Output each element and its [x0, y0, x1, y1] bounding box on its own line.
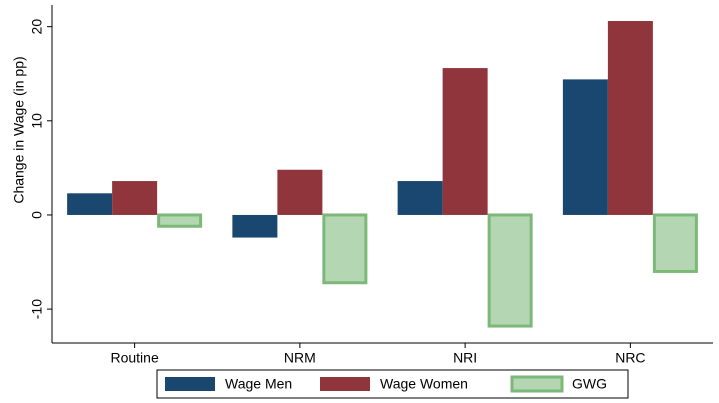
- bar: [397, 181, 443, 215]
- y-tick-label: -10: [29, 299, 45, 319]
- bar: [67, 193, 113, 215]
- y-axis-title: Change in Wage (in pp): [11, 56, 27, 203]
- legend-swatch: [510, 375, 564, 393]
- x-tick-label: NRI: [453, 350, 477, 366]
- bar: [607, 21, 653, 215]
- bar: [322, 213, 368, 285]
- x-tick-label: Routine: [110, 350, 158, 366]
- bar: [562, 79, 608, 215]
- bar: [232, 214, 278, 238]
- legend-swatch: [320, 377, 370, 391]
- legend-label: Wage Women: [380, 376, 468, 392]
- legend-label: GWG: [572, 376, 607, 392]
- bar: [442, 68, 488, 215]
- legend-swatch: [165, 377, 215, 391]
- legend-label: Wage Men: [225, 376, 292, 392]
- bar: [652, 213, 698, 273]
- y-tick-label: 0: [29, 211, 45, 219]
- bar: [112, 181, 158, 215]
- x-tick-label: NRM: [284, 350, 316, 366]
- y-tick-label: 10: [29, 113, 45, 129]
- x-tick-label: NRC: [615, 350, 645, 366]
- y-tick-label: 20: [29, 19, 45, 35]
- bar: [277, 169, 323, 215]
- bar: [157, 213, 203, 228]
- bar: [487, 213, 533, 328]
